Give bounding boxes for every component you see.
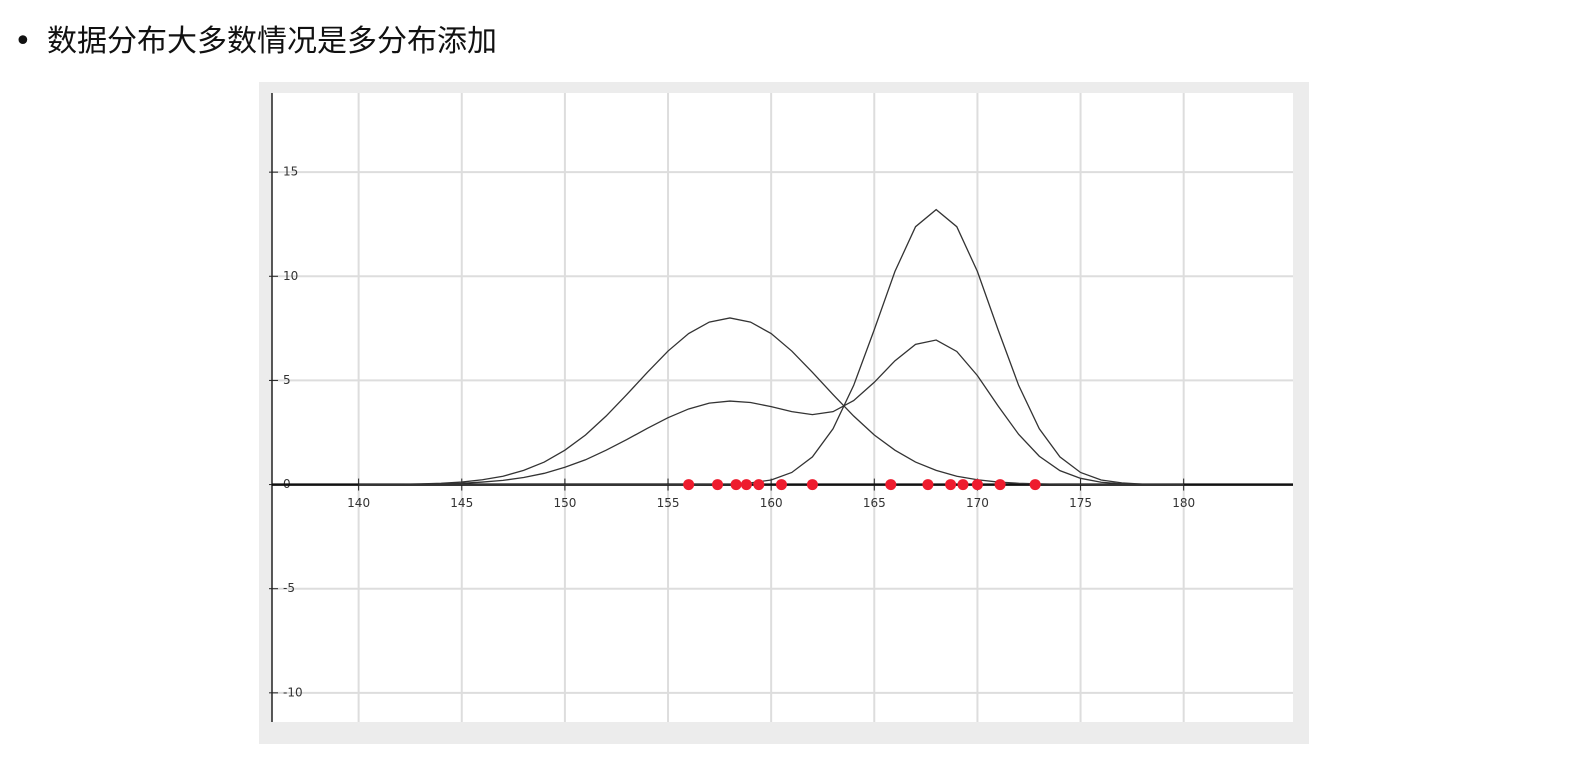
data-point xyxy=(806,479,818,491)
data-point xyxy=(775,479,787,491)
curve xyxy=(358,317,1184,486)
y-tick-label: -5 xyxy=(283,581,295,595)
y-tick-label: -10 xyxy=(283,685,303,699)
x-tick-label: 180 xyxy=(1172,496,1195,510)
data-point xyxy=(740,479,752,491)
bullet-heading: 数据分布大多数情况是多分布添加 xyxy=(14,18,497,66)
plot-area xyxy=(272,93,1293,722)
data-point xyxy=(1029,479,1041,491)
x-tick-label: 145 xyxy=(450,496,473,510)
bullet-list: 数据分布大多数情况是多分布添加 xyxy=(14,18,497,66)
data-point xyxy=(994,479,1006,491)
x-tick-label: 175 xyxy=(1069,496,1092,510)
x-tick-label: 150 xyxy=(553,496,576,510)
x-tick-label: 155 xyxy=(657,496,680,510)
x-tick-label: 160 xyxy=(760,496,783,510)
x-tick-label: 140 xyxy=(347,496,370,510)
data-point xyxy=(957,479,969,491)
y-tick-label: 10 xyxy=(283,269,298,283)
data-point xyxy=(971,479,983,491)
data-point xyxy=(945,479,957,491)
curve xyxy=(358,339,1184,486)
data-point xyxy=(683,479,695,491)
data-point xyxy=(922,479,934,491)
data-point xyxy=(885,479,897,491)
y-tick-label: 15 xyxy=(283,165,298,179)
y-tick-label: 5 xyxy=(283,373,291,387)
data-point xyxy=(730,479,742,491)
x-tick-label: 170 xyxy=(966,496,989,510)
x-tick-label: 165 xyxy=(863,496,886,510)
data-point xyxy=(753,479,765,491)
data-point xyxy=(712,479,724,491)
curve xyxy=(358,208,1184,486)
